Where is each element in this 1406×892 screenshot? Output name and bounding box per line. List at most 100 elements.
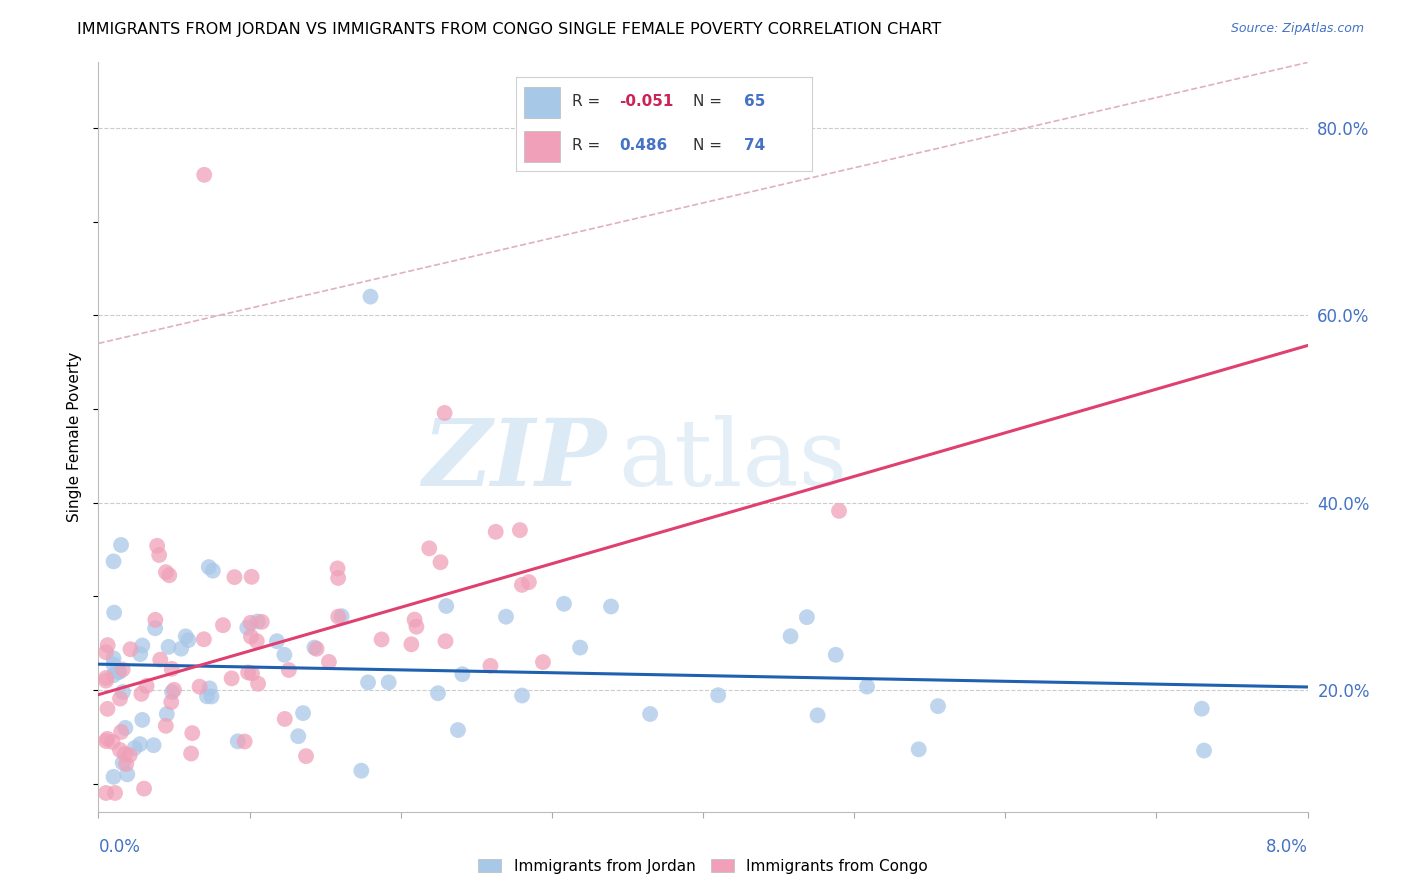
- Point: [193, 168, 215, 182]
- Point: [292, 706, 315, 720]
- Point: [360, 289, 382, 303]
- Point: [132, 781, 155, 796]
- Point: [377, 675, 399, 690]
- Point: [247, 676, 270, 690]
- Point: [115, 756, 138, 771]
- Point: [149, 653, 172, 667]
- Point: [103, 554, 125, 568]
- Point: [239, 615, 262, 630]
- Text: IMMIGRANTS FROM JORDAN VS IMMIGRANTS FROM CONGO SINGLE FEMALE POVERTY CORRELATIO: IMMIGRANTS FROM JORDAN VS IMMIGRANTS FRO…: [77, 22, 942, 37]
- Point: [274, 712, 297, 726]
- Point: [195, 690, 218, 704]
- Point: [404, 613, 426, 627]
- Point: [156, 707, 179, 722]
- Point: [287, 729, 309, 743]
- Point: [779, 629, 801, 643]
- Point: [114, 747, 136, 761]
- Point: [479, 658, 502, 673]
- Point: [1191, 701, 1213, 715]
- Point: [108, 691, 131, 706]
- Point: [304, 640, 326, 655]
- Point: [277, 663, 299, 677]
- Point: [124, 741, 146, 756]
- Point: [103, 651, 125, 665]
- Point: [94, 734, 117, 748]
- Point: [401, 637, 423, 651]
- Point: [105, 665, 128, 679]
- Point: [510, 578, 533, 592]
- Point: [110, 538, 132, 552]
- Point: [96, 731, 118, 746]
- Point: [163, 682, 186, 697]
- Point: [129, 737, 152, 751]
- Point: [370, 632, 392, 647]
- Point: [198, 560, 221, 574]
- Point: [103, 668, 125, 682]
- Point: [405, 620, 427, 634]
- Point: [120, 642, 142, 657]
- Point: [240, 570, 263, 584]
- Legend: Immigrants from Jordan, Immigrants from Congo: Immigrants from Jordan, Immigrants from …: [472, 853, 934, 880]
- Point: [111, 685, 134, 699]
- Point: [485, 524, 508, 539]
- Point: [350, 764, 373, 778]
- Point: [174, 629, 197, 643]
- Text: Source: ZipAtlas.com: Source: ZipAtlas.com: [1230, 22, 1364, 36]
- Point: [326, 571, 349, 585]
- Point: [96, 702, 118, 716]
- Point: [201, 564, 224, 578]
- Point: [318, 655, 340, 669]
- Text: atlas: atlas: [619, 415, 848, 505]
- Point: [246, 615, 269, 629]
- Point: [266, 634, 288, 648]
- Point: [553, 597, 575, 611]
- Point: [114, 721, 136, 735]
- Point: [357, 675, 380, 690]
- Point: [212, 618, 235, 632]
- Point: [129, 647, 152, 661]
- Point: [155, 565, 177, 579]
- Point: [233, 734, 256, 748]
- Point: [638, 706, 661, 721]
- Point: [824, 648, 846, 662]
- Point: [907, 742, 929, 756]
- Point: [143, 621, 166, 635]
- Point: [117, 767, 139, 781]
- Point: [828, 504, 851, 518]
- Point: [160, 685, 183, 699]
- Point: [447, 723, 470, 737]
- Point: [103, 606, 125, 620]
- Point: [451, 667, 474, 681]
- Point: [94, 671, 117, 685]
- Point: [157, 640, 180, 654]
- Point: [131, 639, 153, 653]
- Point: [94, 786, 117, 800]
- Point: [103, 770, 125, 784]
- Point: [177, 633, 200, 648]
- Point: [856, 680, 879, 694]
- Point: [170, 641, 193, 656]
- Point: [180, 747, 202, 761]
- Point: [200, 690, 222, 704]
- Point: [188, 680, 211, 694]
- Point: [118, 748, 141, 763]
- Point: [224, 570, 246, 584]
- Point: [135, 679, 157, 693]
- Point: [927, 699, 949, 714]
- Point: [1192, 743, 1215, 757]
- Point: [108, 743, 131, 757]
- Point: [110, 725, 132, 739]
- Point: [305, 641, 328, 656]
- Point: [434, 634, 457, 648]
- Point: [600, 599, 623, 614]
- Point: [181, 726, 204, 740]
- Y-axis label: Single Female Poverty: Single Female Poverty: [67, 352, 83, 522]
- Point: [148, 548, 170, 562]
- Point: [433, 406, 456, 420]
- Point: [236, 621, 259, 635]
- Point: [101, 735, 124, 749]
- Point: [193, 632, 215, 647]
- Point: [246, 634, 269, 648]
- Point: [250, 615, 273, 629]
- Point: [160, 695, 183, 709]
